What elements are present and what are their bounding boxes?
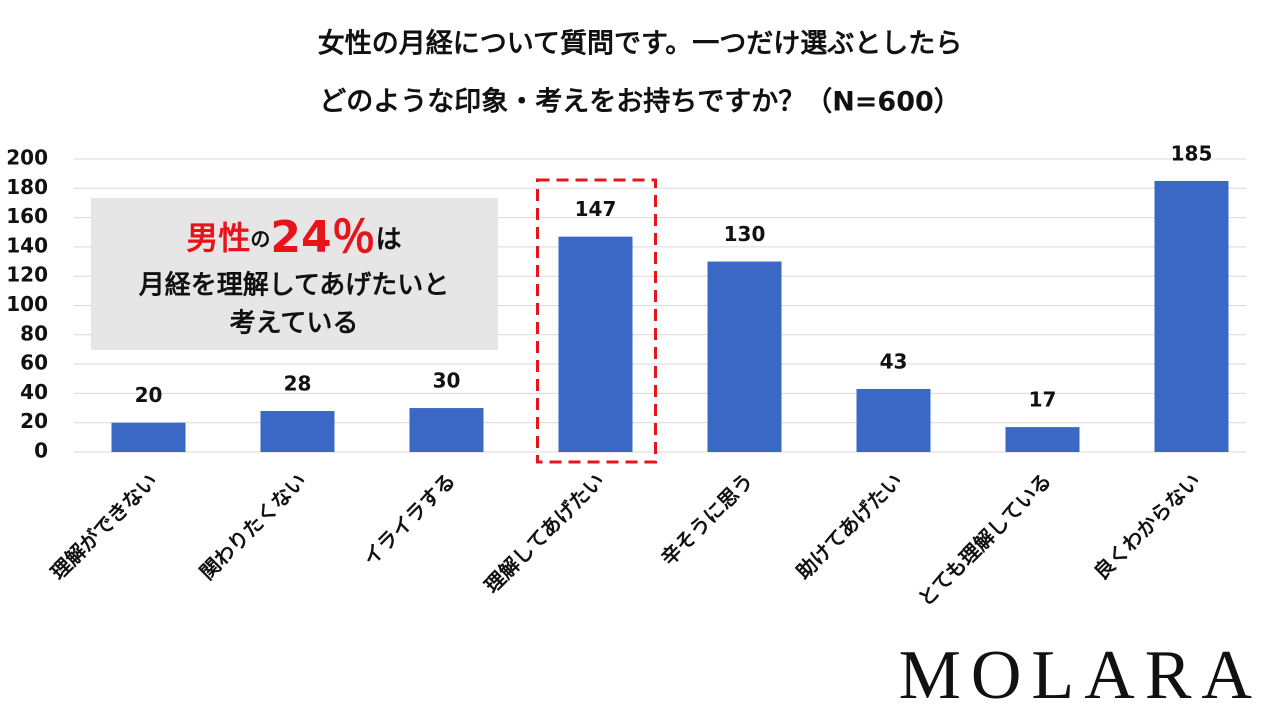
annotation-emphasis: 24％	[270, 212, 375, 263]
bar	[558, 236, 633, 452]
x-tick-label: 関わりたくない	[195, 468, 311, 584]
y-tick-label: 140	[6, 233, 48, 257]
highlight-frame	[536, 178, 657, 464]
bar	[1005, 427, 1080, 452]
y-tick-label: 120	[6, 263, 48, 287]
annotation-text: は	[376, 225, 402, 255]
logo: MOLARA	[899, 637, 1262, 714]
annotation-box	[91, 198, 498, 350]
bar	[111, 422, 186, 452]
chart-title: どのような印象・考えをお持ちですか？（N=600）	[319, 86, 961, 118]
y-tick-label: 60	[20, 351, 48, 375]
x-tick-label: 良くわからない	[1089, 468, 1205, 584]
value-label: 130	[724, 222, 766, 246]
x-tick-label: イライラする	[358, 468, 460, 570]
value-label: 185	[1171, 141, 1213, 165]
bar	[260, 410, 335, 452]
value-label: 30	[433, 369, 461, 393]
x-tick-label: 辛そうに思う	[656, 468, 758, 570]
x-tick-label: 理解してあげたい	[480, 468, 609, 597]
x-tick-label: とても理解している	[913, 468, 1056, 611]
y-tick-label: 80	[20, 321, 48, 345]
value-label: 17	[1029, 388, 1057, 412]
value-label: 28	[284, 371, 312, 395]
annotation: 男性の24％は	[186, 212, 401, 263]
value-label: 20	[135, 383, 163, 407]
bar	[856, 389, 931, 452]
annotation-text: の	[250, 227, 270, 251]
y-tick-label: 160	[6, 204, 48, 228]
chart-title: 女性の月経について質問です。一つだけ選ぶとしたら	[318, 28, 963, 60]
y-tick-label: 180	[6, 175, 48, 199]
x-tick-label: 理解ができない	[46, 468, 162, 584]
y-tick-label: 40	[20, 380, 48, 404]
annotation-emphasis: 男性	[186, 219, 250, 257]
annotation: 考えている	[230, 309, 359, 339]
y-tick-label: 0	[34, 439, 48, 463]
y-tick-label: 20	[20, 409, 48, 433]
y-tick-label: 100	[6, 292, 48, 316]
bar	[1154, 180, 1229, 452]
value-label: 43	[880, 350, 908, 374]
value-label: 147	[575, 197, 617, 221]
x-tick-label: 助けてあげたい	[791, 468, 907, 584]
annotation: 月経を理解してあげたいと	[138, 270, 449, 301]
y-tick-label: 200	[6, 146, 48, 170]
bar	[409, 408, 484, 452]
bar	[707, 261, 782, 452]
